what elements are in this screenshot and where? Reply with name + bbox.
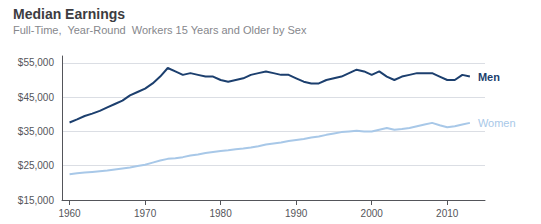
svg-text:$15,000: $15,000 [18,195,55,206]
svg-text:Men: Men [478,71,500,83]
svg-text:2000: 2000 [361,208,384,219]
svg-text:1960: 1960 [58,208,81,219]
svg-text:Women: Women [478,117,516,129]
svg-text:Median Earnings: Median Earnings [13,6,125,22]
svg-text:$55,000: $55,000 [18,57,55,68]
svg-text:2010: 2010 [436,208,459,219]
svg-text:$45,000: $45,000 [18,92,55,103]
svg-text:Full-Time, Year-Round Worker: Full-Time, Year-Round Workers 15 Years a… [13,24,307,36]
svg-text:$25,000: $25,000 [18,160,55,171]
svg-text:1980: 1980 [210,208,233,219]
svg-text:1990: 1990 [285,208,308,219]
svg-text:$35,000: $35,000 [18,126,55,137]
svg-text:1970: 1970 [134,208,157,219]
